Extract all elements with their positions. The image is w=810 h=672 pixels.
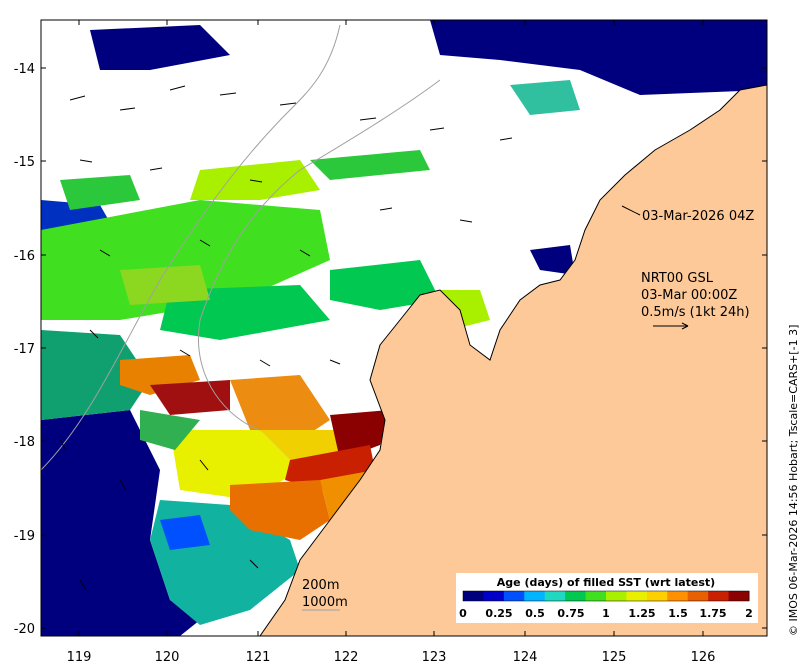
age-patch-darkred-2 (330, 410, 390, 460)
colorbar-swatch (463, 591, 484, 601)
x-tick-label: 121 (246, 650, 271, 665)
land (259, 84, 767, 636)
age-patch-dark-blue-n2 (430, 20, 767, 95)
y-tick-label: -16 (14, 249, 35, 264)
x-axis: 119 120 121 122 123 124 125 126 (67, 20, 716, 665)
age-patch-dark-blue (41, 410, 200, 636)
age-patch-green-2 (190, 160, 320, 200)
x-tick-label: 126 (691, 650, 716, 665)
colorbar-tick: 1.75 (699, 607, 726, 620)
age-patch-orange-2 (230, 375, 330, 440)
sst-age-field (41, 20, 767, 636)
isobath-1000-label: 1000m (302, 595, 348, 610)
current-vectors (59, 85, 513, 591)
colorbar-swatch (503, 591, 525, 601)
colorbar-swatch (687, 591, 709, 601)
colorbar-swatch (524, 591, 546, 601)
isobath-200-label: 200m (302, 578, 339, 593)
colorbar-tick: 1.5 (668, 607, 688, 620)
x-tick-label: 124 (513, 650, 538, 665)
age-patch-dark-blue-e (530, 245, 575, 275)
colorbar-tick: 2 (745, 607, 753, 620)
age-patch-green-south (41, 330, 150, 420)
age-patch-teal-n (510, 80, 580, 115)
age-patch-orange-3 (230, 480, 330, 540)
colorbar-tick: 0.25 (485, 607, 512, 620)
colorbar-tick: 0.75 (557, 607, 584, 620)
colorbar-tick: 0 (459, 607, 467, 620)
colorbar-swatch (626, 591, 648, 601)
age-patch-red (285, 445, 375, 490)
scale-arrow-icon (653, 322, 689, 330)
colorbar-swatch (585, 591, 607, 601)
y-tick-label: -14 (14, 62, 35, 77)
image-time-label: 03-Mar-2026 04Z (642, 209, 754, 224)
y-axis: -14 -15 -16 -17 -18 -19 -20 (14, 62, 767, 637)
colorbar-swatch (728, 591, 750, 601)
x-tick-label: 123 (422, 650, 447, 665)
credit-text: © IMOS 06-Mar-2026 14:56 Hobart; Tscale=… (787, 325, 800, 636)
image-time-pointer (621, 205, 641, 216)
current-time-label: 03-Mar 00:00Z (641, 288, 737, 303)
age-patch-blue-2 (160, 515, 210, 550)
colorbar-title: Age (days) of filled SST (wrt latest) (497, 576, 715, 589)
y-tick-label: -20 (14, 622, 35, 637)
y-tick-label: -18 (14, 435, 35, 450)
age-patch-dark-blue-n1 (90, 25, 230, 70)
colorbar-tick: 1.25 (628, 607, 655, 620)
colorbar-swatch (667, 591, 689, 601)
plot-frame (40, 19, 768, 637)
age-patch-darkred-1 (150, 380, 230, 415)
colorbar-tick: 1 (602, 607, 610, 620)
colorbar-swatch (646, 591, 668, 601)
x-tick-label: 125 (602, 650, 627, 665)
y-tick-label: -15 (14, 155, 35, 170)
isobath-lines (41, 24, 441, 471)
vector-scale-label: 0.5m/s (1kt 24h) (641, 305, 750, 320)
colorbar-tick: 0.5 (525, 607, 545, 620)
colorbar-swatch (544, 591, 566, 601)
age-patch-green-3 (60, 175, 140, 210)
colorbar-swatch (483, 591, 505, 601)
colorbar: Age (days) of filled SST (wrt latest) 0 … (456, 573, 758, 623)
current-model-label: NRT00 GSL (641, 271, 714, 286)
colorbar-swatch (708, 591, 730, 601)
x-tick-label: 120 (155, 650, 180, 665)
x-tick-label: 122 (334, 650, 359, 665)
colorbar-swatch (565, 591, 587, 601)
age-patch-green-n (310, 150, 430, 180)
age-patch-yellow-1 (170, 430, 300, 500)
age-patch-green-5 (330, 260, 440, 310)
y-tick-label: -17 (14, 342, 35, 357)
x-tick-label: 119 (67, 650, 92, 665)
age-patch-lime-1 (120, 265, 210, 305)
age-patch-green-6 (140, 410, 200, 450)
colorbar-swatch (606, 591, 627, 601)
y-tick-label: -19 (14, 529, 35, 544)
